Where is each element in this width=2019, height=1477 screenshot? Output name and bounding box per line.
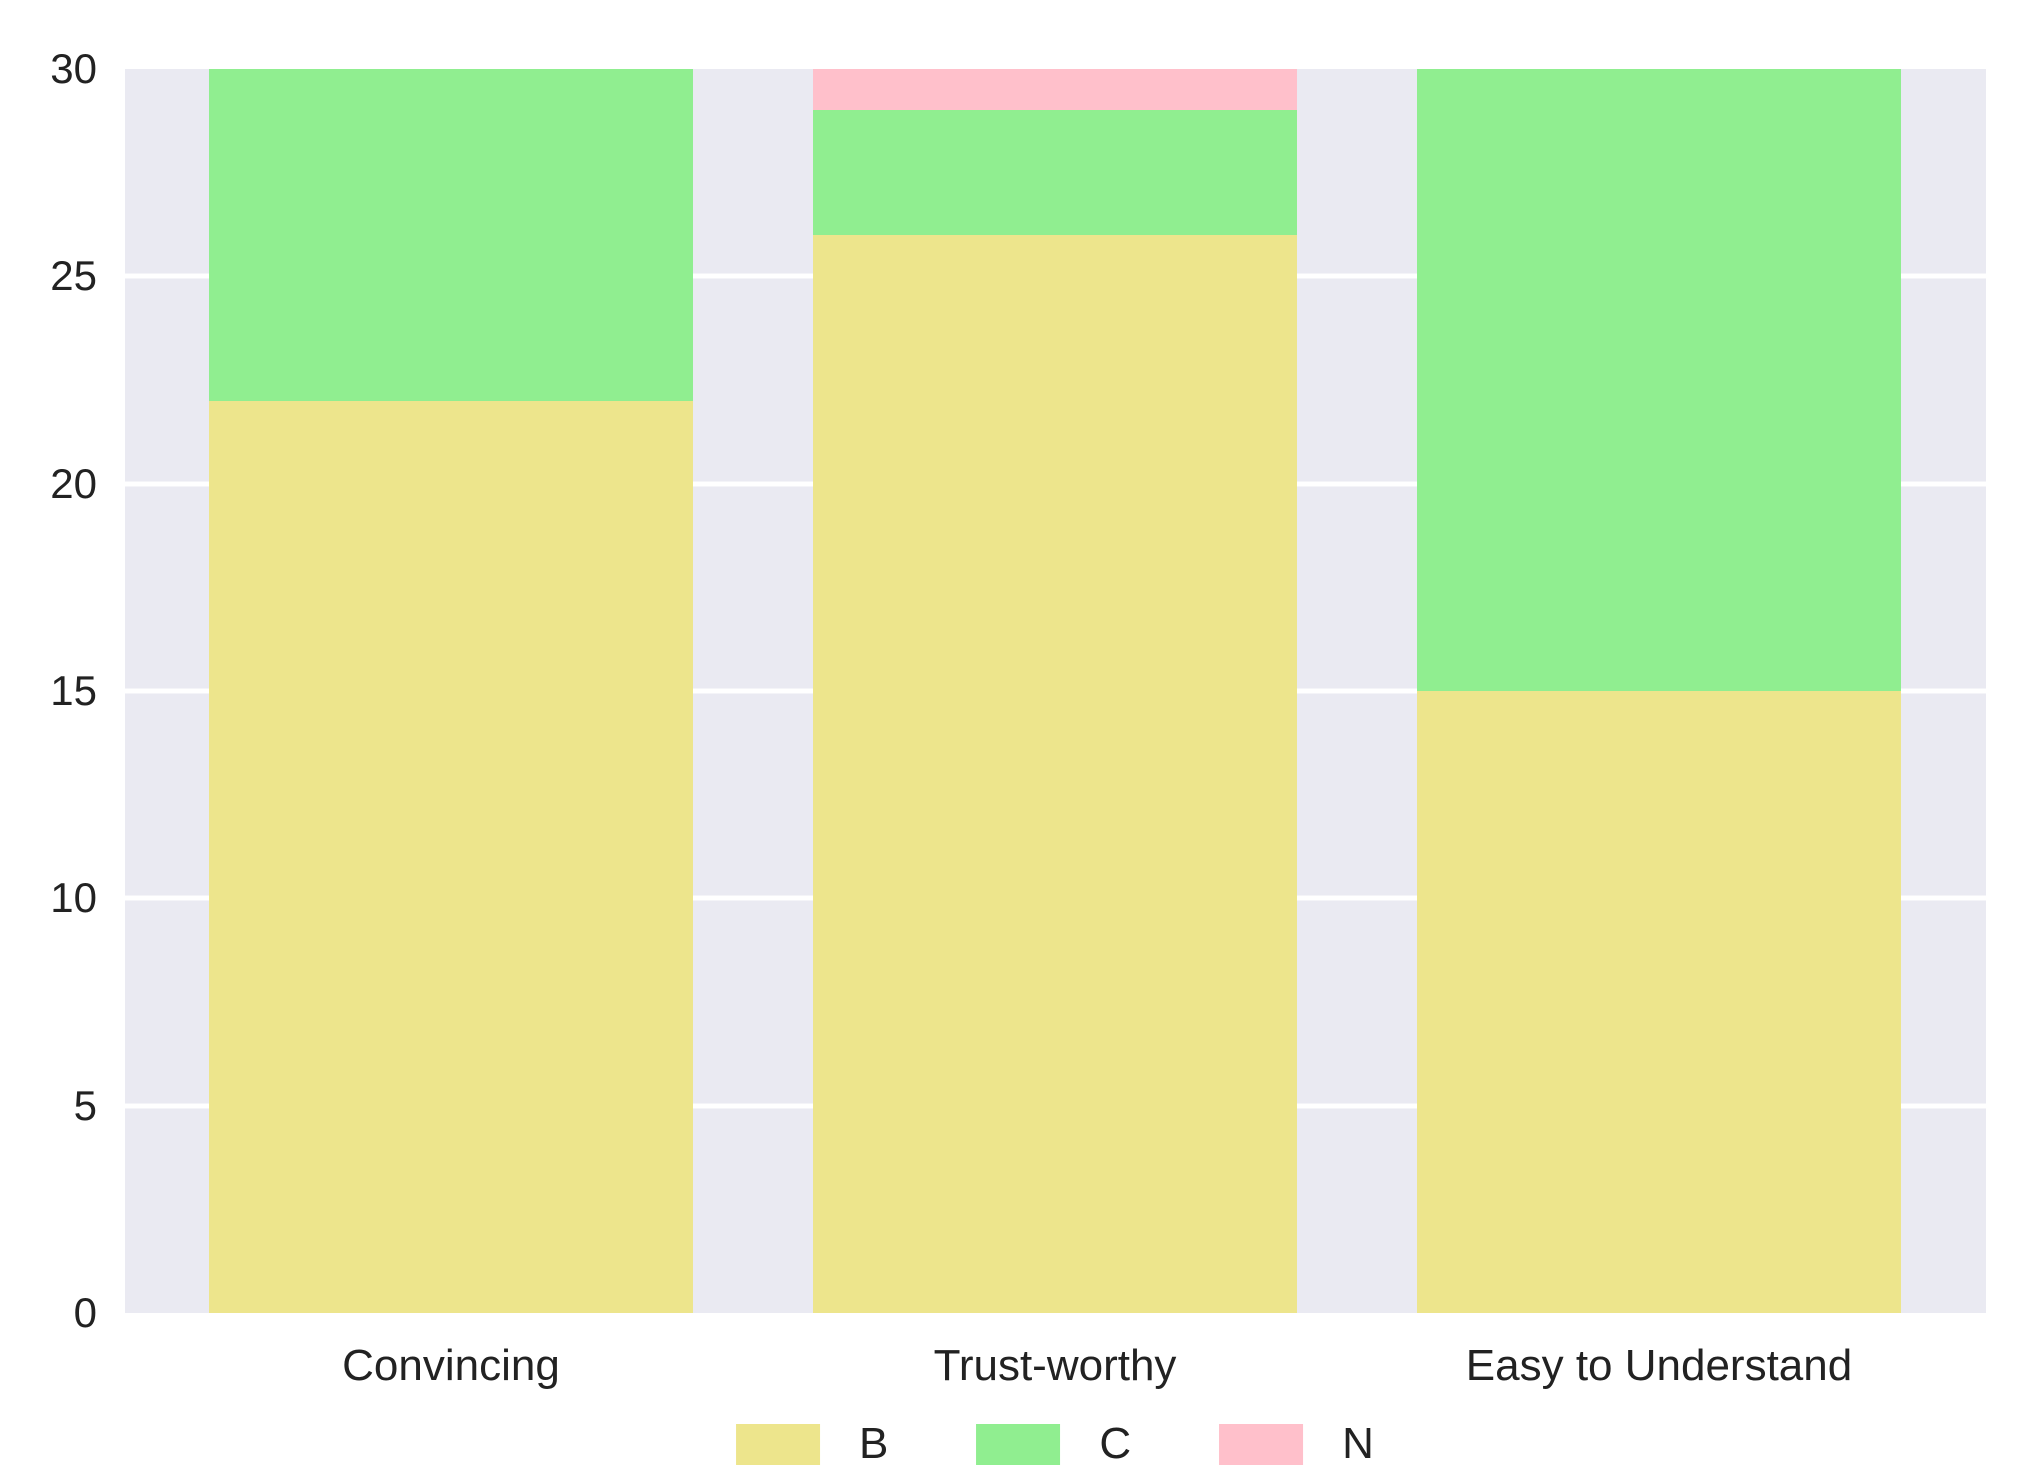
plot-area <box>125 69 1986 1313</box>
x-category-label: Trust-worthy <box>933 1341 1177 1390</box>
bar-segment-n-1 <box>813 69 1297 111</box>
y-tick-label: 10 <box>50 874 97 922</box>
y-tick-label: 30 <box>50 45 97 92</box>
legend-label: B <box>859 1419 889 1468</box>
legend-label: N <box>1342 1419 1374 1468</box>
bar-segment-c-1 <box>813 110 1297 235</box>
x-category-label: Easy to Understand <box>1465 1341 1853 1390</box>
legend-item-c: C <box>976 1422 1131 1466</box>
legend-item-b: B <box>736 1422 888 1466</box>
y-tick-label: 0 <box>73 1289 97 1336</box>
y-tick-label: 15 <box>50 667 97 714</box>
y-tick-label: 25 <box>50 252 97 300</box>
bar-segment-b-0 <box>209 400 693 1313</box>
y-tick-label: 5 <box>73 1081 97 1129</box>
legend-swatch-c <box>976 1423 1061 1465</box>
bar-segment-b-2 <box>1417 691 1901 1313</box>
bar-segment-c-0 <box>209 69 693 401</box>
y-tick-label: 20 <box>50 459 97 507</box>
legend-label: C <box>1099 1419 1132 1468</box>
bar-segment-c-2 <box>1417 69 1901 691</box>
legend-swatch-n <box>1219 1423 1304 1465</box>
x-category-label: Convincing <box>342 1341 560 1390</box>
legend-swatch-b <box>736 1423 821 1465</box>
bar-segment-b-1 <box>813 234 1297 1313</box>
legend-item-n: N <box>1219 1422 1374 1466</box>
